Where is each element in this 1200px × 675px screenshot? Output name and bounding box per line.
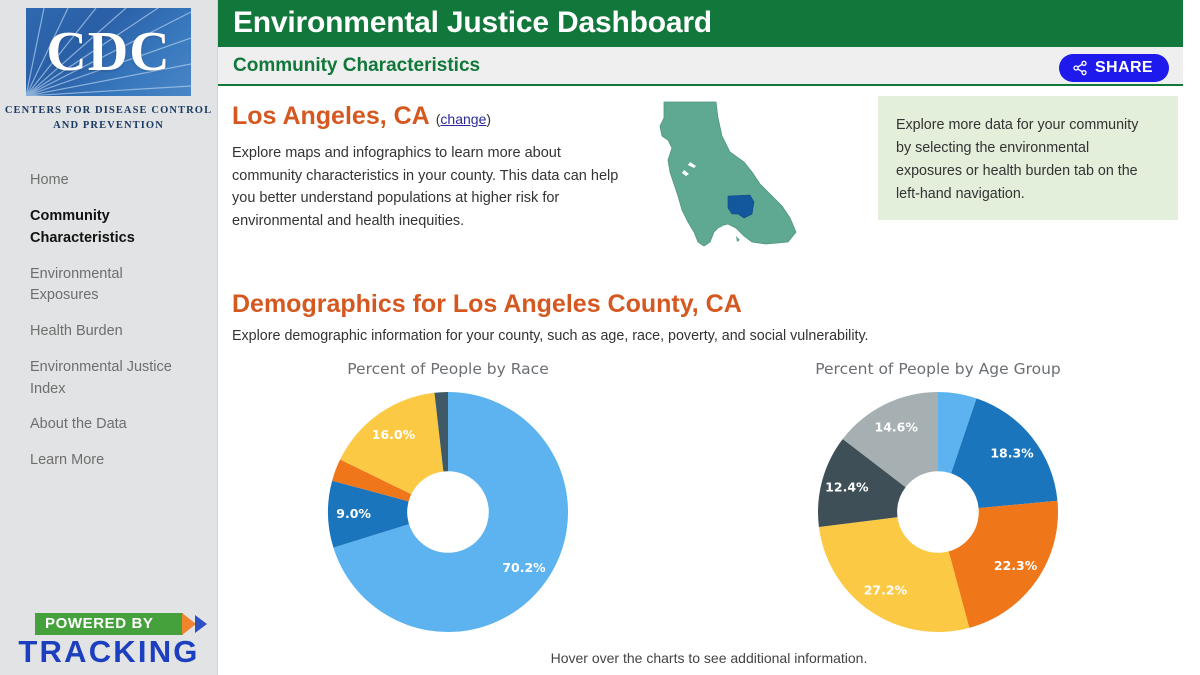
age-donut-chart[interactable]: Percent of People by Age Group 18.3% 22.3… xyxy=(728,360,1148,638)
pie-slice[interactable] xyxy=(938,392,977,474)
sidebar-item-learn-more[interactable]: Learn More xyxy=(30,452,105,469)
california-state-shape xyxy=(659,101,797,247)
sidebar-item-home[interactable]: Home xyxy=(30,172,69,189)
age-chart-title: Percent of People by Age Group xyxy=(815,360,1061,378)
arrow-blue-icon xyxy=(195,615,207,634)
inland-lakes-shape xyxy=(682,162,696,176)
hover-note: Hover over the charts to see additional … xyxy=(550,650,868,666)
arrow-orange-icon xyxy=(182,613,196,636)
demographics-title: Demographics for Los Angeles County, CA xyxy=(232,290,742,318)
pie-slice-label: 16.0% xyxy=(372,427,416,442)
pie-slice-label: 27.2% xyxy=(864,582,908,597)
sidebar-item-community-characteristics[interactable]: Community Characteristics xyxy=(30,208,135,246)
age-donut-holder: 18.3% 22.3% 27.2% 12.4% 14.6% xyxy=(728,386,1148,638)
cdc-rays-decoration xyxy=(26,8,191,96)
pie-slice[interactable] xyxy=(818,517,970,632)
race-donut-holder: 70.2% 9.0% 16.0% xyxy=(238,386,658,638)
change-location-link[interactable]: (change) xyxy=(435,111,492,127)
pie-slice[interactable] xyxy=(434,392,448,472)
california-map-svg xyxy=(659,101,797,247)
sidebar-nav: Home Community Characteristics Environme… xyxy=(0,163,217,479)
share-nodes-icon xyxy=(1073,60,1087,76)
pie-slice-label: 18.3% xyxy=(990,445,1034,460)
pie-slice[interactable] xyxy=(333,392,568,632)
pie-slice-label: 9.0% xyxy=(336,506,371,521)
pie-slice-label: 70.2% xyxy=(502,560,546,575)
cdc-wordmark: CDC xyxy=(46,21,171,83)
pie-slice[interactable] xyxy=(842,392,938,488)
race-donut-svg: 70.2% 9.0% 16.0% xyxy=(328,392,568,632)
sidebar-item-about-the-data[interactable]: About the Data xyxy=(30,416,127,433)
pie-slice[interactable] xyxy=(340,392,444,495)
sidebar-item-environmental-exposures[interactable]: Environmental Exposures xyxy=(30,265,123,304)
info-callout-box: Explore more data for your community by … xyxy=(878,96,1178,220)
main-content: Los Angeles, CA (change) Explore maps an… xyxy=(218,88,1200,675)
pie-slice[interactable] xyxy=(328,480,410,548)
race-chart-title: Percent of People by Race xyxy=(347,360,549,378)
subheader-band: Community Characteristics SHARE xyxy=(218,45,1183,86)
pie-slice[interactable] xyxy=(951,398,1058,509)
california-map[interactable] xyxy=(648,96,828,256)
share-button[interactable]: SHARE xyxy=(1058,54,1169,82)
demographics-subtitle: Explore demographic information for your… xyxy=(232,328,869,344)
sidebar-item-health-burden[interactable]: Health Burden xyxy=(30,323,123,340)
powered-by-tracking-logo[interactable]: POWERED BY TRACKING xyxy=(0,613,218,669)
page-title: Environmental Justice Dashboard xyxy=(233,5,712,39)
cdc-logo-block[interactable]: CDC Centers for Disease Control and Prev… xyxy=(0,0,217,133)
race-donut-chart[interactable]: Percent of People by Race 70.2% 9.0% 16.0% xyxy=(238,360,658,638)
sidebar: CDC Centers for Disease Control and Prev… xyxy=(0,0,218,675)
powered-by-label: POWERED BY xyxy=(45,615,154,633)
pie-slice[interactable] xyxy=(948,500,1058,628)
los-angeles-county-highlight xyxy=(727,194,755,219)
change-link-text[interactable]: change xyxy=(440,111,487,127)
pie-slice[interactable] xyxy=(332,459,412,502)
cdc-logo-image: CDC xyxy=(26,8,191,96)
intro-paragraph: Explore maps and infographics to learn m… xyxy=(232,145,619,229)
channel-islands-shape xyxy=(718,224,743,242)
cdc-tagline: Centers for Disease Control and Preventi… xyxy=(4,105,213,132)
tracking-wordmark: TRACKING xyxy=(18,634,200,670)
share-button-label: SHARE xyxy=(1094,59,1153,76)
powered-by-banner: POWERED BY xyxy=(35,613,207,636)
age-donut-svg: 18.3% 22.3% 27.2% 12.4% 14.6% xyxy=(818,392,1058,632)
info-callout-text: Explore more data for your community by … xyxy=(896,117,1139,203)
pie-slice[interactable] xyxy=(818,439,906,528)
location-title: Los Angeles, CA (change) xyxy=(232,102,491,131)
pie-slice-label: 12.4% xyxy=(825,479,869,494)
section-title: Community Characteristics xyxy=(233,54,481,76)
pie-slice-label: 14.6% xyxy=(875,419,919,434)
sidebar-item-environmental-justice-index[interactable]: Environmental Justice Index xyxy=(30,358,172,397)
header-band: Environmental Justice Dashboard xyxy=(218,0,1183,45)
pie-slice-label: 22.3% xyxy=(994,558,1038,573)
location-name: Los Angeles, CA xyxy=(232,102,429,130)
